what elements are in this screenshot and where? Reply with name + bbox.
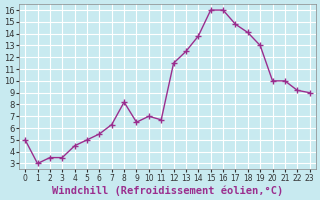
X-axis label: Windchill (Refroidissement éolien,°C): Windchill (Refroidissement éolien,°C) (52, 185, 283, 196)
